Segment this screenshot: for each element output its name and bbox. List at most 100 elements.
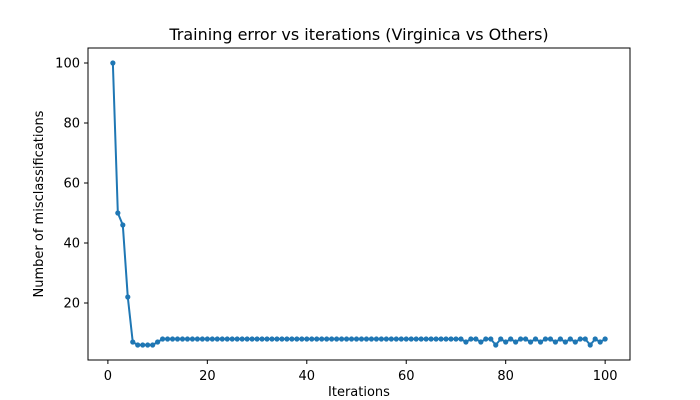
data-point	[518, 336, 524, 342]
data-point	[562, 339, 568, 345]
data-point	[339, 336, 345, 342]
data-point	[552, 339, 559, 345]
data-point	[602, 336, 608, 342]
x-axis-ticks: 0 20 40 60 80 100	[104, 360, 618, 384]
data-point	[125, 294, 131, 300]
data-point	[592, 336, 598, 342]
data-point	[174, 336, 181, 342]
data-point	[284, 336, 290, 342]
data-point	[582, 336, 588, 342]
data-point	[418, 336, 424, 342]
data-point	[319, 336, 325, 342]
data-point	[542, 336, 549, 342]
data-point	[527, 339, 534, 345]
data-point	[587, 342, 593, 348]
data-point	[483, 336, 489, 342]
data-point	[532, 336, 539, 342]
data-point	[274, 336, 280, 342]
data-points	[110, 60, 608, 348]
data-point	[204, 336, 210, 342]
data-point	[229, 336, 235, 342]
data-point	[219, 336, 225, 342]
data-point	[423, 336, 429, 342]
data-point	[334, 336, 340, 342]
data-point	[234, 336, 240, 342]
data-point	[214, 336, 220, 342]
y-tick-label: 100	[55, 57, 80, 72]
data-point	[115, 210, 121, 216]
data-point	[120, 222, 126, 228]
data-point	[358, 336, 365, 342]
data-point	[388, 336, 394, 342]
data-point	[433, 336, 439, 342]
data-point	[179, 336, 186, 342]
data-point	[110, 60, 116, 66]
data-point	[135, 342, 141, 348]
data-point	[503, 339, 509, 345]
x-axis-label: Iterations	[328, 385, 390, 400]
x-tick-label: 20	[199, 369, 216, 384]
data-point	[478, 339, 484, 345]
data-point	[513, 339, 519, 345]
x-tick-label: 100	[593, 369, 618, 384]
y-tick-label: 80	[63, 117, 80, 132]
data-point	[140, 342, 146, 348]
y-tick-label: 20	[63, 297, 80, 312]
data-point	[189, 336, 196, 342]
data-point	[383, 336, 389, 342]
data-point	[224, 336, 230, 342]
y-tick-label: 40	[63, 237, 80, 252]
x-tick-label: 60	[398, 369, 415, 384]
data-point	[393, 336, 399, 342]
data-point	[428, 336, 434, 342]
data-point	[145, 342, 151, 348]
data-point	[443, 336, 449, 342]
data-point	[279, 336, 285, 342]
data-point	[453, 336, 459, 342]
data-point	[130, 339, 136, 345]
data-point	[522, 336, 529, 342]
data-point	[264, 336, 270, 342]
data-point	[488, 336, 494, 342]
data-point	[373, 336, 379, 342]
data-point	[368, 336, 375, 342]
data-point	[249, 336, 255, 342]
data-point	[408, 336, 414, 342]
data-point	[169, 336, 176, 342]
data-point	[259, 336, 265, 342]
data-point	[184, 336, 191, 342]
data-point	[378, 336, 384, 342]
x-tick-label: 80	[497, 369, 514, 384]
y-axis-ticks: 20 40 60 80 100	[55, 57, 88, 312]
data-point	[468, 336, 474, 342]
data-point	[353, 336, 360, 342]
data-point	[289, 336, 295, 342]
data-point	[164, 336, 171, 342]
data-point	[557, 336, 563, 342]
data-point	[209, 336, 215, 342]
data-point	[244, 336, 250, 342]
y-tick-label: 60	[63, 177, 80, 192]
data-point	[343, 336, 350, 342]
plot-frame	[87, 47, 631, 361]
data-point	[194, 336, 200, 342]
data-point	[448, 336, 454, 342]
data-point	[159, 336, 166, 342]
data-point	[403, 336, 409, 342]
data-point	[572, 339, 578, 345]
data-point	[473, 336, 479, 342]
data-point	[413, 336, 419, 342]
data-point	[314, 336, 320, 342]
data-point	[348, 336, 355, 342]
data-point	[567, 336, 573, 342]
data-point	[493, 342, 499, 348]
data-point	[299, 336, 305, 342]
data-point	[577, 336, 583, 342]
data-point	[324, 336, 330, 342]
x-tick-label: 0	[104, 369, 112, 384]
data-point	[239, 336, 245, 342]
data-point	[199, 336, 205, 342]
data-point	[309, 336, 315, 342]
data-point	[438, 336, 444, 342]
